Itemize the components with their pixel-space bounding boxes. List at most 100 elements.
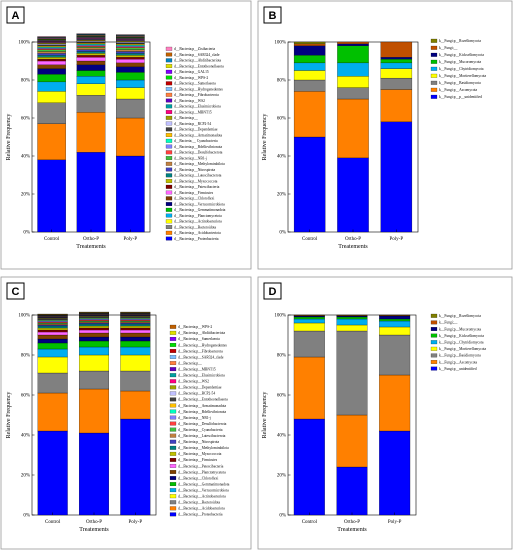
bar-segment bbox=[78, 332, 110, 338]
x-tick-label: Poly-P bbox=[124, 237, 138, 242]
bar-segment bbox=[379, 430, 411, 516]
bar-segment bbox=[120, 322, 151, 325]
bar-segment bbox=[37, 43, 66, 45]
y-tick-label: 40% bbox=[277, 155, 286, 160]
bar-segment bbox=[120, 418, 151, 516]
bar-segment bbox=[120, 370, 151, 392]
bar-segment bbox=[293, 318, 325, 324]
bar-segment bbox=[37, 327, 68, 331]
bar-segment bbox=[336, 466, 368, 516]
x-axis-title: Treatements bbox=[338, 244, 368, 250]
bar-segment bbox=[116, 117, 145, 157]
legend-swatch bbox=[165, 127, 173, 132]
bar-segment bbox=[120, 319, 151, 322]
bar-segment bbox=[120, 323, 151, 327]
bar-segment bbox=[37, 123, 66, 160]
legend-label: d__Bacteria;p__Nitrospirota bbox=[178, 440, 220, 444]
legend-label: k__Fungi;p__Mucoromycota bbox=[439, 327, 482, 331]
legend-label: d__Bacteria;p__Proteobacteria bbox=[178, 513, 223, 517]
bar-segment bbox=[78, 322, 110, 325]
panel-C: C 0% 20% 40% 60% 80% 100% Control Ortho-P Poly-P T… bbox=[0, 276, 252, 550]
bar-segment bbox=[37, 159, 66, 233]
y-tick-label: 60% bbox=[277, 394, 286, 399]
bar-segment bbox=[116, 79, 145, 88]
legend-swatch bbox=[169, 439, 177, 444]
legend-swatch bbox=[165, 75, 173, 80]
panel-label: D bbox=[269, 286, 277, 298]
legend-label: k__Fungi;p__Kickxellomycota bbox=[439, 334, 484, 338]
bar-segment bbox=[76, 70, 106, 77]
y-tick-label: 0% bbox=[23, 514, 30, 519]
bar-segment bbox=[116, 47, 145, 50]
legend-label: d__Bacteria;p__Patescibacteria bbox=[178, 464, 224, 468]
legend-swatch bbox=[169, 506, 177, 511]
y-tick-label: 80% bbox=[21, 79, 30, 84]
bar-segment bbox=[337, 62, 369, 77]
panel-label: C bbox=[12, 286, 20, 298]
legend-swatch bbox=[165, 69, 173, 74]
bar-segment bbox=[293, 316, 325, 320]
bar-segment bbox=[120, 327, 151, 331]
bar-segment bbox=[37, 81, 66, 92]
bar-segment bbox=[37, 51, 66, 54]
y-tick-label: 0% bbox=[279, 514, 286, 519]
bar-segment bbox=[120, 354, 151, 372]
legend-label: d__Bacteria;p__Cyanobacteria bbox=[178, 428, 223, 432]
legend-swatch bbox=[165, 52, 173, 57]
legend-swatch bbox=[430, 59, 438, 64]
legend-label: k__Fungi;p__p__unidentified bbox=[439, 95, 482, 99]
x-tick-label: Ortho-P bbox=[86, 520, 102, 525]
panel-A: A 0% 20% 40% 60% 80% 100% Control Ortho-P Poly-P T… bbox=[0, 0, 252, 270]
bar-segment bbox=[37, 334, 68, 340]
legend-label: d__Bacteria;p__RCP2-54 bbox=[178, 392, 215, 396]
bar-segment bbox=[78, 346, 110, 356]
legend: k__Fungi;p__Rozellomycota k__Fungi;__ k__F… bbox=[430, 38, 487, 99]
legend-label: d__Bacteria;p__ bbox=[174, 116, 198, 120]
legend-swatch bbox=[165, 179, 173, 183]
legend-swatch bbox=[430, 340, 438, 345]
bar-segment bbox=[293, 79, 326, 92]
legend-label: d__Bacteria;p__Chloroflexi bbox=[174, 197, 214, 201]
bar-segment bbox=[116, 43, 145, 45]
y-tick-label: 0% bbox=[23, 231, 30, 236]
bar-segment bbox=[37, 91, 66, 103]
bar-segment bbox=[116, 62, 145, 67]
legend-swatch bbox=[165, 98, 173, 103]
bar-segment bbox=[116, 46, 145, 48]
bar-segment bbox=[337, 41, 369, 45]
legend-swatch bbox=[165, 144, 173, 149]
bar-segment bbox=[78, 388, 110, 434]
panel-label: A bbox=[12, 10, 20, 22]
legend-label: d__Bacteria;p__Proteobacteria bbox=[174, 237, 219, 241]
legend-swatch bbox=[430, 80, 438, 85]
legend-swatch bbox=[430, 366, 438, 371]
bar-segment bbox=[76, 45, 106, 47]
bar-segment bbox=[78, 320, 110, 323]
legend-swatch bbox=[165, 133, 173, 137]
x-tick-label: Control bbox=[45, 520, 61, 525]
legend-label: k__Fungi;p__Basidiomycota bbox=[439, 354, 481, 358]
bar-segment bbox=[116, 42, 145, 45]
legend-swatch bbox=[169, 482, 177, 486]
legend-label: d__Bacteria;p__WPS-2 bbox=[178, 325, 212, 329]
legend-swatch bbox=[165, 92, 173, 97]
legend-label: d__Bacteria;p__Bdellovibrionota bbox=[174, 145, 223, 149]
bar-segment bbox=[116, 53, 145, 56]
y-tick-label: 100% bbox=[274, 41, 286, 46]
legend-label: d__Bacteria;p__Desulfobacterota bbox=[178, 422, 227, 426]
legend-label: d__Bacteria;p__WS2 bbox=[174, 99, 205, 103]
legend-swatch bbox=[169, 330, 177, 335]
legend-label: d__Bacteria;p__Verrucomicrobiota bbox=[174, 202, 225, 206]
legend-label: d__Bacteria;p__NB1-j bbox=[174, 156, 207, 160]
panel-D: D 0% 20% 40% 60% 80% 100% Control Ortho-P Poly-P T… bbox=[257, 276, 513, 550]
legend-label: d__Bacteria;p__GAL15 bbox=[174, 70, 209, 74]
legend-label: d__Bacteria;p__SAR324_clade bbox=[174, 53, 220, 57]
bar-segment bbox=[380, 77, 413, 90]
legend-swatch bbox=[430, 327, 438, 331]
legend-swatch bbox=[165, 64, 173, 68]
bar-segment bbox=[293, 91, 326, 138]
panel-label-box bbox=[263, 6, 282, 24]
legend-label: d__Bacteria;p__Myxococcota bbox=[174, 179, 218, 183]
legend-label: d__Bacteria;p__Latescibacterota bbox=[174, 174, 222, 178]
x-tick-label: Poly-P bbox=[390, 237, 404, 242]
